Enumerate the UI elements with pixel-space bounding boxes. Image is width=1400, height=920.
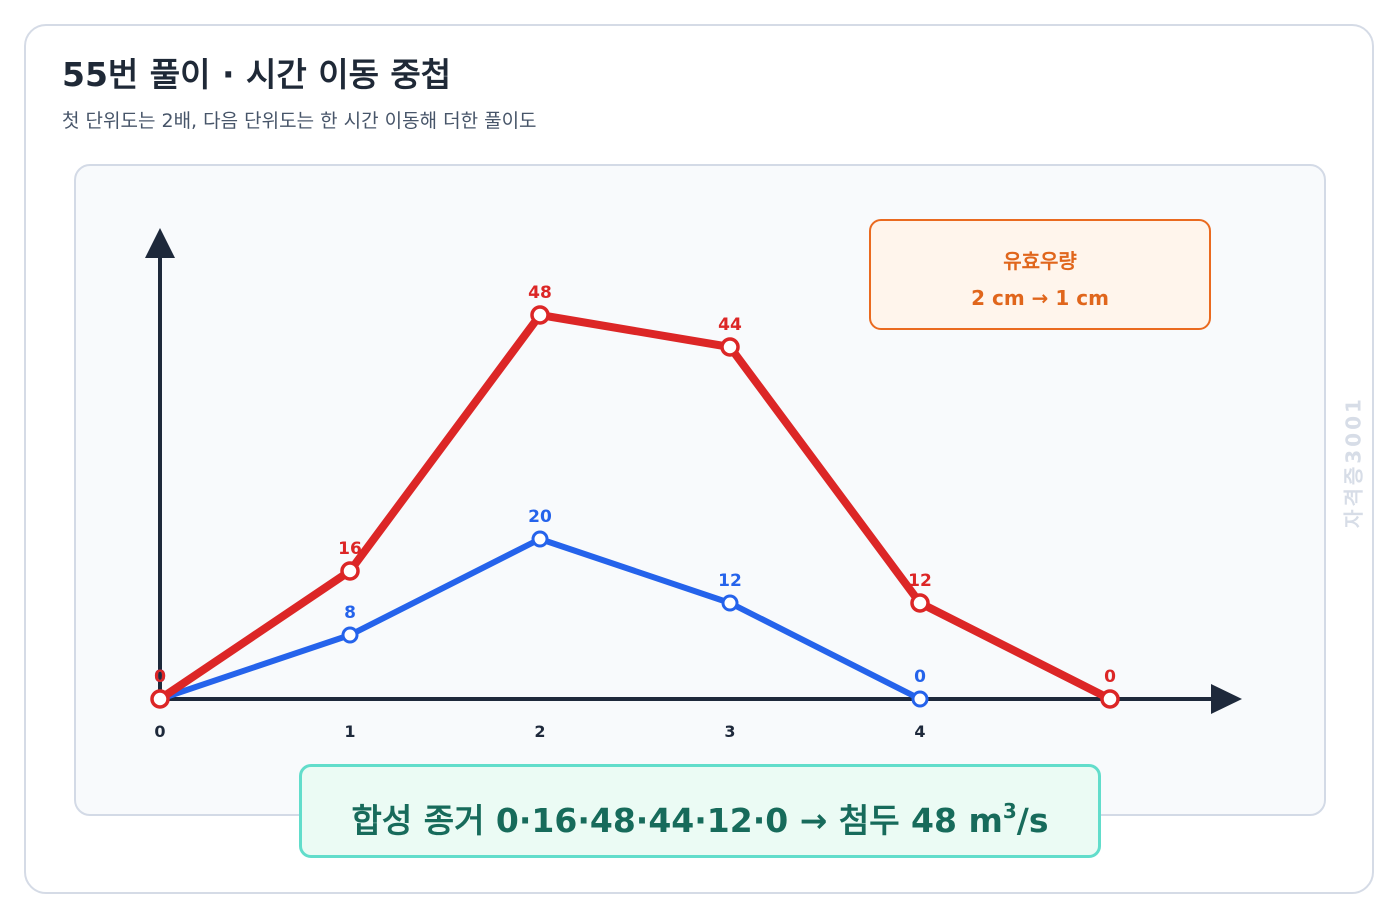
effective-rainfall-value: 2 cm → 1 cm [971, 286, 1109, 310]
blue-series-data-label: 0 [914, 667, 926, 687]
result-unit-superscript: 3 [1002, 799, 1017, 823]
page-subtitle: 첫 단위도는 2배, 다음 단위도는 한 시간 이동해 더한 풀이도 [62, 110, 537, 132]
blue-series-data-label: 12 [718, 571, 742, 591]
blue-series-point [341, 626, 359, 644]
blue-series-point [911, 690, 929, 708]
result-summary-text: 합성 종거 0·16·48·44·12·0 → 첨두 48 m [351, 801, 1003, 840]
red-series-line [156, 311, 1114, 703]
x-axis-arrowhead [1211, 684, 1242, 714]
red-series-point [910, 593, 930, 613]
red-series-data-label: 0 [1104, 667, 1116, 687]
effective-rainfall-title: 유효우량 [1003, 249, 1077, 273]
blue-series-point [531, 530, 549, 548]
watermark: 자격증3001 [1341, 396, 1366, 528]
red-series-point [150, 689, 170, 709]
blue-series-data-label: 8 [344, 603, 356, 623]
y-axis-arrowhead [145, 228, 175, 258]
red-series-point [530, 305, 550, 325]
red-series-point [720, 337, 740, 357]
effective-rainfall-box: 유효우량 2 cm → 1 cm [869, 219, 1211, 330]
red-series-data-label: 16 [338, 539, 362, 559]
x-tick-label: 1 [344, 722, 355, 741]
red-series-point [1100, 689, 1120, 709]
red-series-data-label: 48 [528, 283, 552, 303]
blue-series-data-label: 20 [528, 507, 552, 527]
blue-series-point [721, 594, 739, 612]
red-series-data-label: 0 [154, 667, 166, 687]
x-tick-label: 2 [534, 722, 545, 741]
x-tick-label: 4 [914, 722, 925, 741]
red-series-point [340, 561, 360, 581]
result-summary-box: 합성 종거 0·16·48·44·12·0 → 첨두 48 m3/s [299, 764, 1101, 858]
red-series-data-label: 44 [718, 315, 742, 335]
x-tick-label: 3 [724, 722, 735, 741]
page-title: 55번 풀이 · 시간 이동 중첩 [62, 55, 452, 94]
x-tick-label: 0 [154, 722, 165, 741]
red-series-data-label: 12 [908, 571, 932, 591]
blue-series-data-label: 0 [154, 667, 166, 687]
result-unit-suffix: /s [1016, 801, 1049, 840]
